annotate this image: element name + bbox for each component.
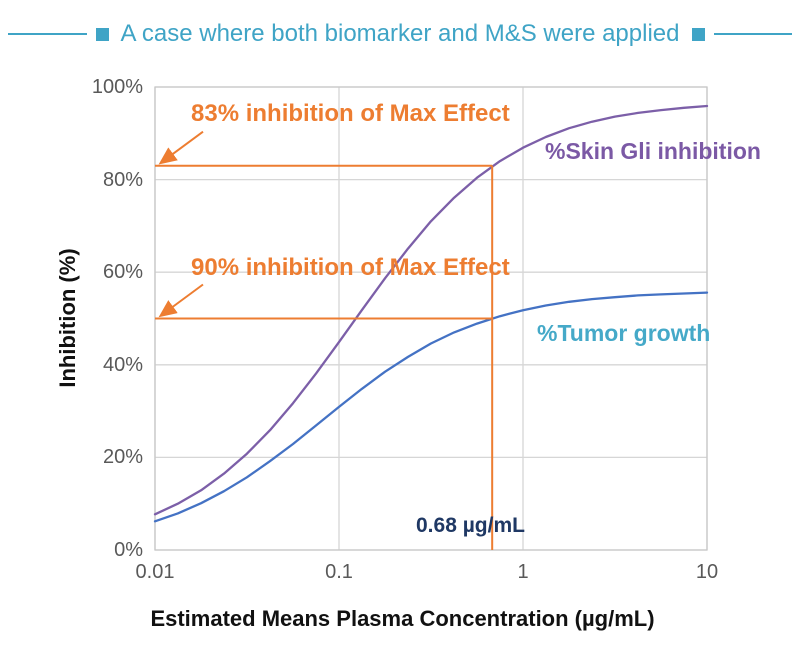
curve-skin-gli-inhibition [153, 104, 709, 516]
series-curves [153, 104, 709, 523]
series-label-tumor-growth: %Tumor growth [537, 320, 711, 346]
curve-tumor-growth [153, 291, 709, 523]
header-rule-right [713, 33, 793, 35]
y-axis-title: Inhibition (%) [55, 248, 80, 388]
y-tick-label: 80% [102, 168, 143, 191]
y-tick-label: 100% [91, 76, 143, 98]
x-tick-label: 0.01 [135, 561, 175, 583]
page-title: A case where both biomarker and M&S were… [120, 20, 680, 47]
y-tick-label: 0% [114, 539, 143, 561]
header: A case where both biomarker and M&S were… [8, 20, 793, 47]
y-tick-label: 60% [102, 261, 143, 284]
y-tick-label: 20% [102, 446, 143, 469]
x-tick-label: 10 [695, 561, 719, 583]
annotation-90pct-text: 90% inhibition of Max Effect [191, 254, 510, 281]
chart-area [47, 75, 758, 633]
annotation-lines [155, 130, 494, 550]
annotation-83pct-text: 83% inhibition of Max Effect [191, 100, 510, 127]
header-rule-left [8, 33, 87, 35]
x-tick-label: 0.1 [325, 561, 353, 583]
square-bullet-icon [95, 27, 109, 41]
square-bullet-icon [691, 27, 705, 41]
series-label-skin-gli: %Skin Gli inhibition [545, 138, 761, 164]
y-tick-label: 40% [102, 353, 143, 376]
reference-concentration-label: 0.68 µg/mL [416, 514, 525, 537]
x-axis-title: Estimated Means Plasma Concentration (µg… [150, 606, 655, 631]
x-tick-label: 1 [517, 561, 529, 583]
